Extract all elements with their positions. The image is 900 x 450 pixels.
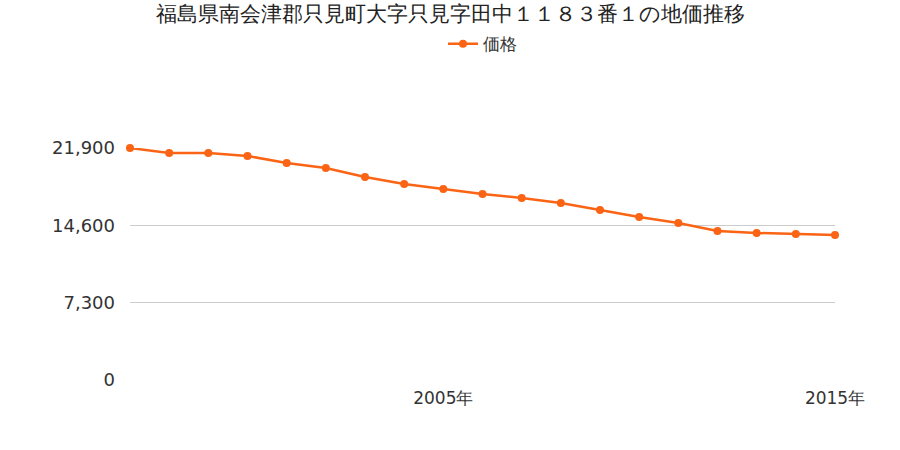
- svg-text:14,600: 14,600: [52, 215, 115, 236]
- svg-text:福島県南会津郡只見町大字只見字田中１１８３番１の地価推移: 福島県南会津郡只見町大字只見字田中１１８３番１の地価推移: [156, 2, 745, 26]
- svg-text:2015年: 2015年: [805, 388, 865, 408]
- svg-text:7,300: 7,300: [63, 292, 115, 313]
- svg-text:価格: 価格: [483, 34, 517, 54]
- svg-text:0: 0: [104, 369, 115, 390]
- svg-text:21,900: 21,900: [52, 137, 115, 158]
- svg-text:2005年: 2005年: [413, 388, 473, 408]
